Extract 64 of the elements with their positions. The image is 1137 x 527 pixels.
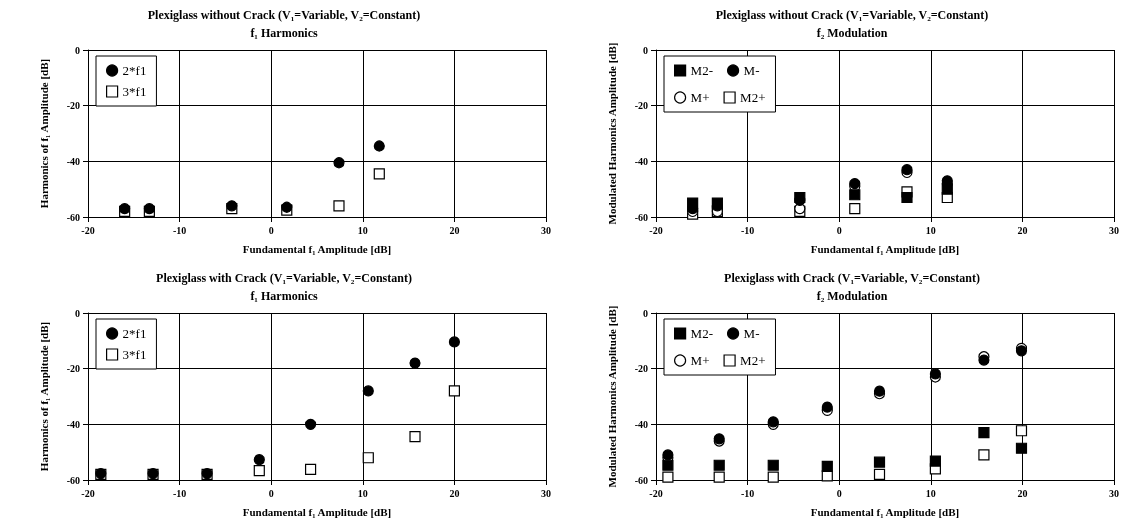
chart-subtitle: f₁ Harmonics bbox=[250, 26, 318, 40]
y-axis-title: Harmonics of f₁ Amplitude [dB] bbox=[37, 58, 50, 209]
legend-label: M+ bbox=[690, 353, 710, 368]
y-axis-title: Harmonics of f₁ Amplitude [dB] bbox=[37, 321, 50, 472]
x-tick-label: 30 bbox=[541, 224, 551, 236]
x-axis-title: Fundamental f₁ Amplitude [dB] bbox=[242, 242, 392, 255]
x-axis-title: Fundamental f₁ Amplitude [dB] bbox=[810, 242, 960, 255]
y-tick-label: -20 bbox=[66, 100, 80, 112]
y-tick-label: -40 bbox=[634, 155, 648, 167]
y-tick-label: -40 bbox=[66, 418, 80, 430]
x-tick-label: 10 bbox=[925, 487, 936, 499]
chart-subtitle: f₂ Modulation bbox=[816, 26, 888, 40]
y-tick-label: -20 bbox=[634, 100, 648, 112]
x-tick-label: 20 bbox=[1017, 487, 1028, 499]
legend-label: M2+ bbox=[740, 353, 766, 368]
x-tick-label: 10 bbox=[357, 224, 368, 236]
x-axis-title: Fundamental f₁ Amplitude [dB] bbox=[242, 505, 392, 518]
chart-subtitle: f₂ Modulation bbox=[816, 289, 888, 303]
y-axis-title: Modulated Harmonics Amplitude [dB] bbox=[605, 42, 618, 225]
x-tick-label: 20 bbox=[1017, 224, 1028, 236]
legend-label: 2*f1 bbox=[122, 63, 147, 78]
x-tick-label: 0 bbox=[836, 487, 842, 499]
chart-title: Plexiglass without Crack (V₁=Variable, V₂=Constant) bbox=[147, 8, 421, 22]
y-tick-label: -60 bbox=[634, 474, 648, 486]
x-tick-label: -10 bbox=[172, 224, 187, 236]
legend-label: M+ bbox=[690, 90, 710, 105]
legend-label: M- bbox=[743, 326, 760, 341]
y-tick-label: -20 bbox=[634, 363, 648, 375]
y-tick-label: -40 bbox=[66, 155, 80, 167]
y-axis-title: Modulated Harmonics Amplitude [dB] bbox=[605, 305, 618, 488]
legend-label: 3*f1 bbox=[122, 84, 147, 99]
y-tick-label: -20 bbox=[66, 363, 80, 375]
legend-label: M2+ bbox=[740, 90, 766, 105]
chart-title: Plexiglass with Crack (V₁=Variable, V₂=Constant) bbox=[156, 271, 412, 285]
x-tick-label: 10 bbox=[357, 487, 368, 499]
chart-subtitle: f₁ Harmonics bbox=[250, 289, 318, 303]
y-tick-label: -40 bbox=[634, 418, 648, 430]
x-tick-label: 0 bbox=[268, 487, 274, 499]
y-tick-label: -60 bbox=[66, 474, 80, 486]
x-tick-label: 0 bbox=[268, 224, 274, 236]
y-tick-label: 0 bbox=[643, 307, 648, 319]
legend-label: 3*f1 bbox=[122, 347, 147, 362]
chart-title: Plexiglass with Crack (V₁=Variable, V₂=Constant) bbox=[724, 271, 980, 285]
x-tick-label: 30 bbox=[1109, 224, 1119, 236]
x-tick-label: -10 bbox=[740, 487, 755, 499]
x-axis-title: Fundamental f₁ Amplitude [dB] bbox=[810, 505, 960, 518]
chart-title: Plexiglass without Crack (V₁=Variable, V₂=Constant) bbox=[715, 8, 989, 22]
legend-label: 2*f1 bbox=[122, 326, 147, 341]
x-tick-label: 20 bbox=[449, 487, 460, 499]
x-tick-label: 30 bbox=[1109, 487, 1119, 499]
x-tick-label: -10 bbox=[740, 224, 755, 236]
y-tick-label: -60 bbox=[634, 211, 648, 223]
legend-label: M2- bbox=[690, 63, 713, 78]
x-tick-label: 30 bbox=[541, 487, 551, 499]
y-tick-label: -60 bbox=[66, 211, 80, 223]
x-tick-label: -10 bbox=[172, 487, 187, 499]
y-tick-label: 0 bbox=[75, 307, 80, 319]
legend-label: M- bbox=[743, 63, 760, 78]
y-tick-label: 0 bbox=[643, 44, 648, 56]
x-tick-label: 0 bbox=[836, 224, 842, 236]
x-tick-label: 20 bbox=[449, 224, 460, 236]
y-tick-label: 0 bbox=[75, 44, 80, 56]
legend-label: M2- bbox=[690, 326, 713, 341]
x-tick-label: 10 bbox=[925, 224, 936, 236]
